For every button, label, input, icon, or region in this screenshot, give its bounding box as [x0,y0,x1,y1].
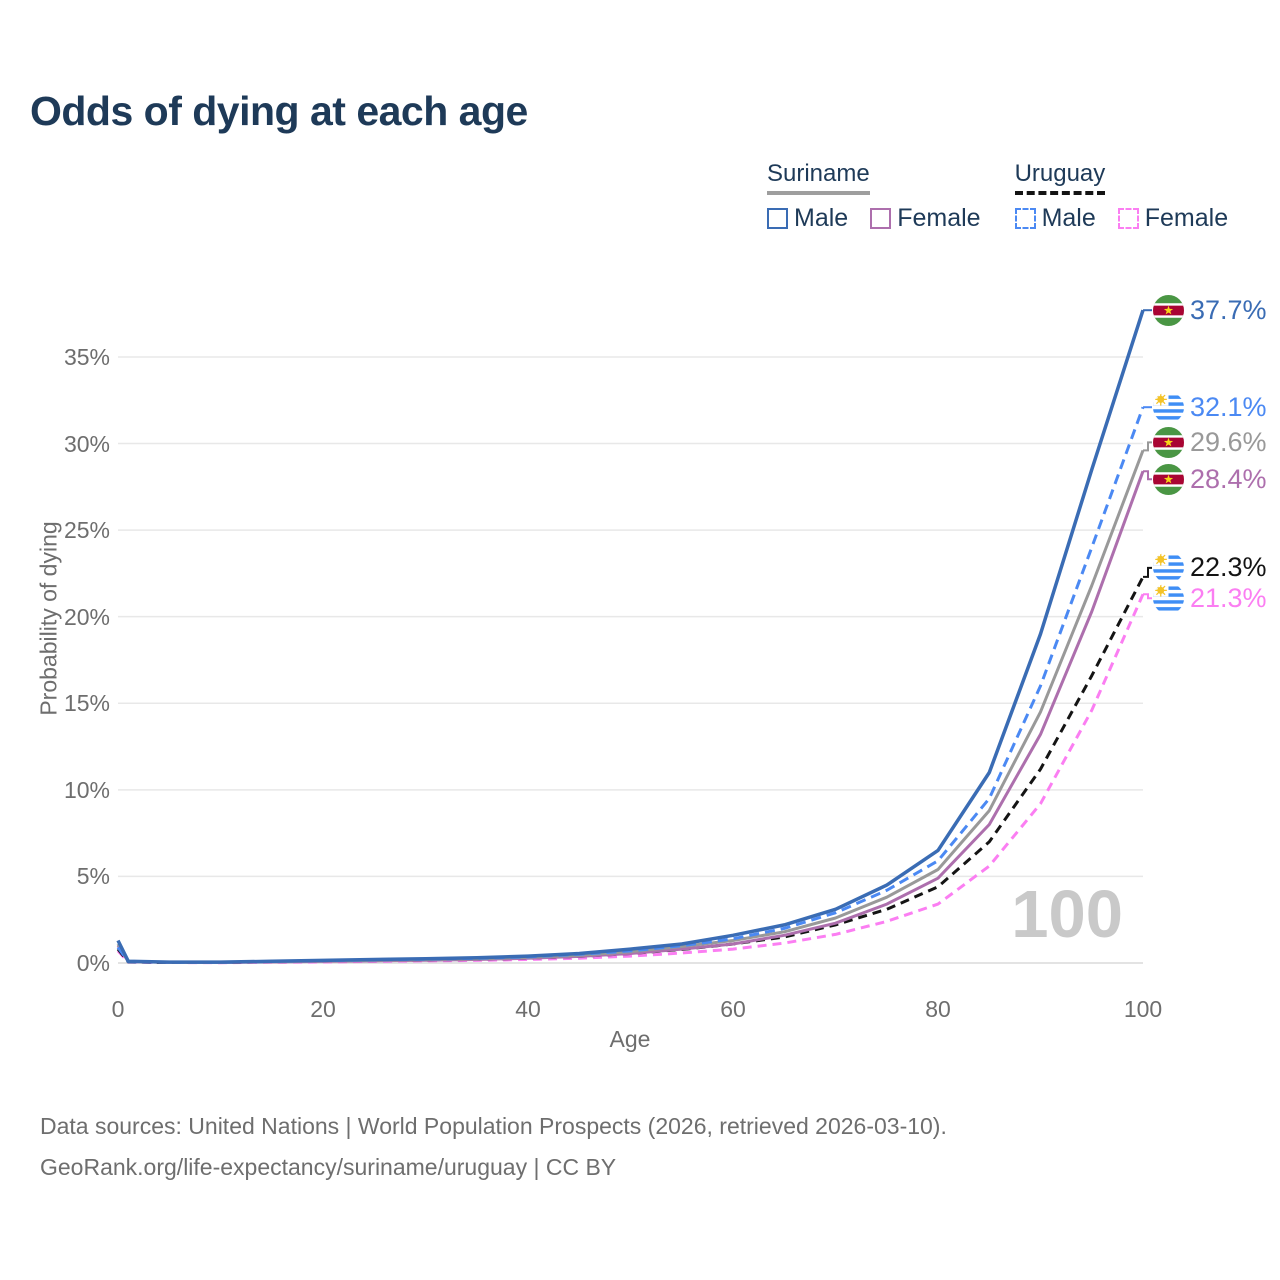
series-line-suriname-male [116,309,1145,964]
y-tick-15%: 15% [63,690,110,717]
flag-suriname-icon [1153,426,1184,458]
x-tick-20: 20 [310,996,336,1022]
end-value-suriname-both: 29.6% [1190,426,1267,457]
legend: Suriname Male Female Uruguay Male Female [767,160,1228,233]
legend-item-label: Male [794,204,849,232]
y-tick-10%: 10% [63,776,110,803]
x-tick-80: 80 [925,996,951,1022]
x-tick-60: 60 [720,996,746,1022]
legend-item-label: Female [897,204,981,232]
leader-line-uruguay-both [1143,566,1152,578]
legend-header-suriname: Suriname [767,160,870,195]
end-label-uruguay-female: 21.3% [1153,581,1267,615]
legend-group-uruguay: Uruguay Male Female [1014,160,1229,233]
end-label-suriname-female: 28.4% [1153,462,1267,496]
flag-suriname-icon [1153,294,1184,326]
legend-swatch-icon [870,208,892,229]
legend-item-uruguay-male: Male [1014,204,1096,233]
y-tick-20%: 20% [63,603,110,630]
footer-data-sources: Data sources: United Nations | World Pop… [40,1113,947,1139]
legend-header-uruguay: Uruguay [1014,160,1106,195]
end-value-uruguay-both: 22.3% [1190,552,1267,583]
legend-item-suriname-female: Female [870,204,981,233]
end-value-uruguay-male: 32.1% [1190,391,1267,422]
flag-suriname-icon [1153,463,1184,495]
leader-line-suriname-both [1143,441,1152,452]
end-value-suriname-male: 37.7% [1190,294,1267,325]
y-tick-35%: 35% [63,343,110,370]
end-value-uruguay-female: 21.3% [1190,582,1267,613]
x-tick-40: 40 [515,996,541,1022]
legend-swatch-icon [1014,208,1036,229]
legend-swatch-icon [767,208,788,229]
x-tick-100: 100 [1123,996,1163,1022]
end-label-uruguay-both: 22.3% [1153,551,1267,585]
leader-line-uruguay-female [1143,593,1152,600]
flag-uruguay-icon [1153,582,1184,614]
y-tick-5%: 5% [76,863,110,890]
series-line-uruguay-female [116,593,1145,965]
y-tick-25%: 25% [63,517,110,544]
leader-line-suriname-female [1143,470,1152,481]
y-tick-0%: 0% [76,950,110,976]
flag-uruguay-icon [1153,391,1184,423]
end-label-suriname-male: 37.7% [1153,293,1267,327]
x-axis-title: Age [609,1026,651,1052]
legend-item-label: Female [1144,204,1229,232]
watermark-age-100: 100 [1011,877,1123,952]
footer-attribution: GeoRank.org/life-expectancy/suriname/uru… [40,1154,617,1180]
page-title: Odds of dying at each age [30,88,528,134]
legend-swatch-icon [1117,208,1139,229]
footer: Data sources: United Nations | World Pop… [40,1106,947,1188]
legend-item-uruguay-female: Female [1117,204,1229,233]
flag-uruguay-icon [1153,552,1184,584]
y-tick-30%: 30% [63,430,110,457]
x-tick-0: 0 [111,996,125,1022]
legend-item-label: Male [1041,204,1096,232]
end-label-uruguay-male: 32.1% [1153,390,1267,424]
end-value-suriname-female: 28.4% [1190,463,1267,494]
legend-group-suriname: Suriname Male Female [767,160,981,233]
legend-item-suriname-male: Male [767,204,848,233]
end-label-suriname-both: 29.6% [1153,425,1267,459]
